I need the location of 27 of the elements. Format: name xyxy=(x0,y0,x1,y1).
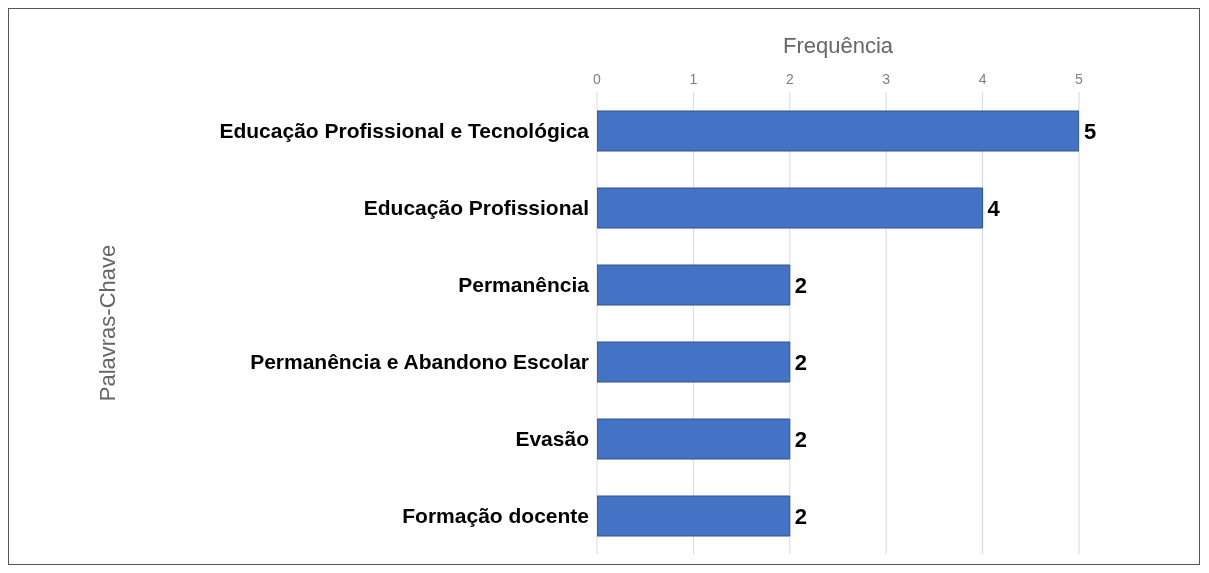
x-tick-label: 5 xyxy=(1075,71,1084,87)
bar xyxy=(597,418,791,460)
bar xyxy=(597,341,791,383)
x-axis-title: Frequência xyxy=(782,32,894,58)
y-tick-label: Permanência e Abandono Escolar xyxy=(250,349,589,373)
bar xyxy=(597,187,984,229)
y-axis-title: Palavras-Chave xyxy=(94,244,120,402)
bar xyxy=(597,110,1079,152)
y-tick-label: Educação Profissional xyxy=(363,195,589,219)
x-tick-label: 2 xyxy=(785,71,794,87)
data-label: 2 xyxy=(794,272,808,298)
x-tick-label: 3 xyxy=(882,71,891,87)
bar xyxy=(597,495,791,537)
chart-frame: 0 1 2 3 4 5 Frequência Educação Profissional e Tecnológica Educação Profissional Permanência Permanência e Abandono Escolar Evasão Formação docente Palavras-Chave 5 4 2 2 2 2 xyxy=(8,8,1200,565)
y-tick-label: Permanência xyxy=(458,272,590,296)
y-tick-label: Educação Profissional e Tecnológica xyxy=(219,118,590,142)
y-tick-label: Formação docente xyxy=(402,503,589,527)
data-label: 2 xyxy=(794,349,808,375)
x-tick-label: 1 xyxy=(689,71,698,87)
data-label: 2 xyxy=(794,503,808,529)
data-label: 5 xyxy=(1084,118,1097,144)
y-tick-label: Evasão xyxy=(515,426,589,450)
data-label: 4 xyxy=(987,195,1001,221)
x-tick-label: 4 xyxy=(978,71,987,87)
data-label: 2 xyxy=(794,426,808,452)
x-tick-label: 0 xyxy=(593,71,602,87)
bar xyxy=(597,264,791,306)
